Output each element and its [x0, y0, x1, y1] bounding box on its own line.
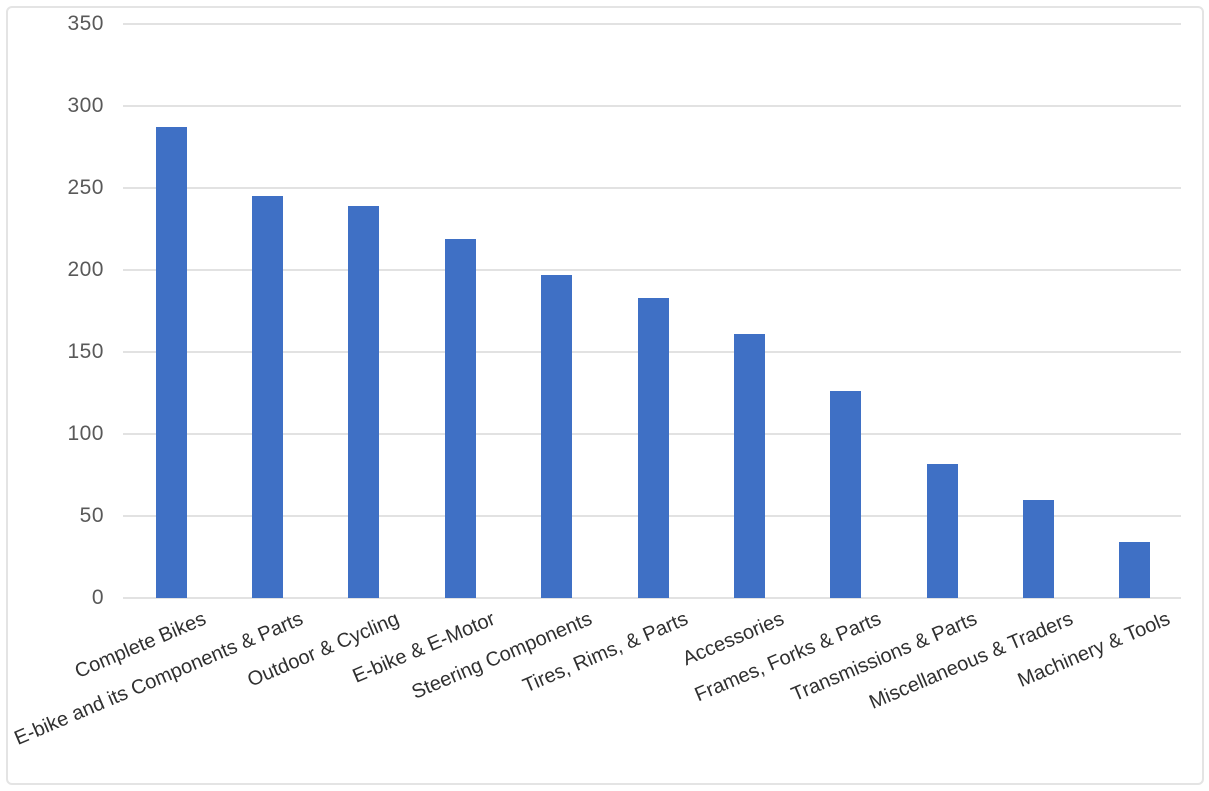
y-tick-label-350: 350: [67, 12, 104, 35]
y-tick-label-50: 50: [79, 504, 104, 527]
bar-miscellaneous-traders: [1022, 499, 1054, 598]
bar-outdoor-cycling: [348, 206, 380, 598]
y-tick-label-250: 250: [67, 176, 104, 199]
gridline-300: [123, 105, 1181, 107]
bar-complete-bikes: [155, 127, 187, 598]
bar-e-bike-e-motor: [444, 238, 476, 598]
gridline-250: [123, 187, 1181, 189]
bar-steering-components: [541, 274, 573, 598]
y-tick-label-200: 200: [67, 258, 104, 281]
bar-accessories: [733, 333, 765, 598]
y-tick-label-0: 0: [91, 586, 104, 609]
bar-e-bike-and-its-components-parts: [252, 196, 284, 598]
y-tick-label-150: 150: [67, 340, 104, 363]
bar-machinery-tools: [1119, 542, 1151, 598]
y-tick-label-100: 100: [67, 422, 104, 445]
gridline-350: [123, 23, 1181, 25]
gridline-200: [123, 269, 1181, 271]
gridline-0: [123, 597, 1181, 599]
bar-tires-rims-parts: [637, 297, 669, 598]
y-tick-label-300: 300: [67, 94, 104, 117]
bar-frames-forks-parts: [830, 391, 862, 598]
bar-transmissions-parts: [926, 463, 958, 598]
